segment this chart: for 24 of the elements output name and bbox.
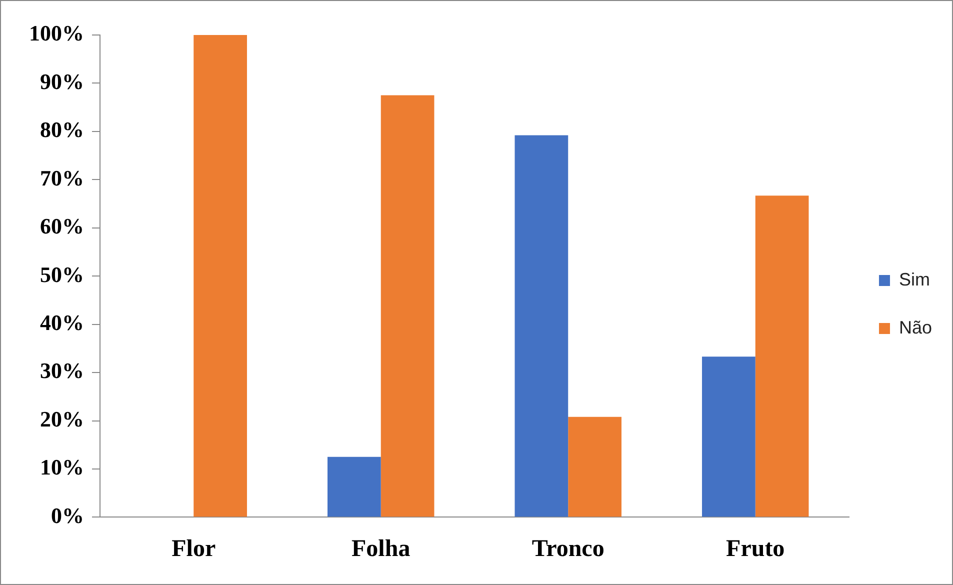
y-tick-label: 90%: [40, 68, 84, 94]
legend-label: Sim: [898, 269, 930, 290]
bar: [328, 456, 381, 517]
bar: [702, 356, 756, 517]
y-tick-label: 100%: [29, 20, 84, 46]
bar: [755, 196, 809, 517]
y-tick-label: 50%: [40, 262, 84, 287]
y-tick-label: 80%: [40, 117, 84, 142]
y-tick-label: 10%: [40, 454, 84, 480]
x-tick-label: Flor: [172, 536, 216, 562]
bar: [380, 95, 434, 517]
y-tick-label: 0%: [51, 502, 84, 528]
y-tick-label: 30%: [40, 358, 84, 384]
x-tick-label: Tronco: [532, 536, 604, 562]
bar: [514, 135, 568, 517]
legend-label: Não: [898, 317, 932, 338]
bar: [194, 35, 247, 517]
x-tick-label: Folha: [352, 536, 410, 562]
y-tick-label: 20%: [40, 406, 84, 432]
x-tick-label: Fruto: [726, 536, 785, 562]
bar: [568, 416, 622, 517]
y-tick-label: 60%: [40, 214, 84, 239]
y-tick-label: 40%: [40, 310, 84, 336]
y-tick-label: 70%: [40, 165, 84, 190]
